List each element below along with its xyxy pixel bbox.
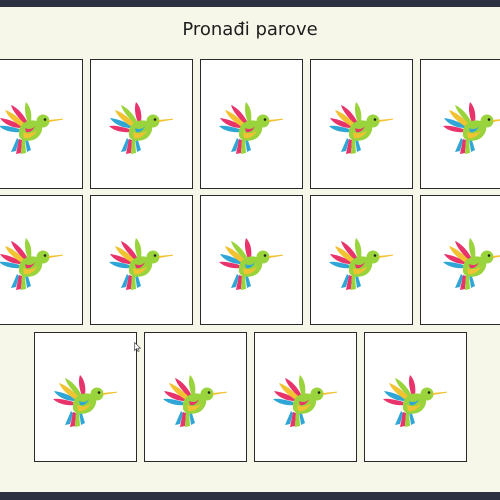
hummingbird-icon bbox=[0, 236, 63, 292]
memory-card[interactable] bbox=[0, 195, 83, 325]
page-title: Pronađi parove bbox=[182, 19, 318, 40]
mouse-cursor-icon bbox=[134, 342, 141, 352]
memory-card[interactable] bbox=[144, 332, 247, 462]
hummingbird-icon bbox=[163, 373, 227, 429]
hummingbird-icon bbox=[109, 100, 173, 156]
hummingbird-icon bbox=[219, 236, 283, 292]
hummingbird-icon bbox=[383, 373, 447, 429]
memory-card[interactable] bbox=[34, 332, 137, 462]
memory-card[interactable] bbox=[200, 195, 303, 325]
memory-card[interactable] bbox=[310, 195, 413, 325]
memory-card[interactable] bbox=[420, 59, 500, 189]
hummingbird-icon bbox=[443, 236, 500, 292]
memory-card[interactable] bbox=[0, 59, 83, 189]
memory-card[interactable] bbox=[200, 59, 303, 189]
hummingbird-icon bbox=[329, 100, 393, 156]
hummingbird-icon bbox=[53, 373, 117, 429]
hummingbird-icon bbox=[329, 236, 393, 292]
memory-card[interactable] bbox=[364, 332, 467, 462]
hummingbird-icon bbox=[219, 100, 283, 156]
hummingbird-icon bbox=[109, 236, 173, 292]
hummingbird-icon bbox=[0, 100, 63, 156]
hummingbird-icon bbox=[273, 373, 337, 429]
hummingbird-icon bbox=[443, 100, 500, 156]
memory-card[interactable] bbox=[254, 332, 357, 462]
memory-card[interactable] bbox=[90, 195, 193, 325]
memory-card[interactable] bbox=[310, 59, 413, 189]
memory-card[interactable] bbox=[90, 59, 193, 189]
memory-card[interactable] bbox=[420, 195, 500, 325]
